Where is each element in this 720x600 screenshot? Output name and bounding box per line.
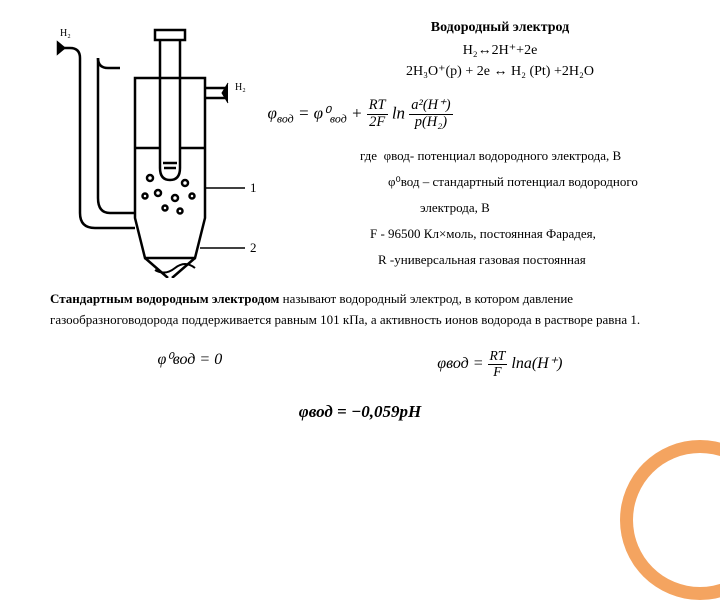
where-block: где φвод- потенциал водородного электрод… — [360, 145, 670, 271]
h2-label-2: H₂ — [235, 82, 246, 93]
electrode-diagram: H₂ H₂ 1 2 — [50, 18, 280, 278]
label-2: 2 — [250, 240, 257, 255]
page-title: Водородный электрод — [330, 20, 670, 36]
label-1: 1 — [250, 180, 257, 195]
body-paragraph: Стандартным водородным электродом называ… — [50, 289, 670, 331]
equation-row: φ⁰вод = 0 φвод = RTF lna(H⁺) — [50, 349, 670, 380]
eq-rt-f: φвод = RTF lna(H⁺) — [437, 349, 562, 380]
corner-decoration — [620, 440, 720, 600]
equation-2: 2H₃O⁺(р) + 2e ↔ H₂ (Pt) +2H₂O — [330, 63, 670, 80]
equation-1: H₂↔2H⁺+2e — [330, 42, 670, 59]
equation-final: φвод = −0,059pH — [50, 402, 670, 422]
h2-label-1: H₂ — [60, 28, 71, 39]
eq-zero: φ⁰вод = 0 — [158, 349, 223, 380]
